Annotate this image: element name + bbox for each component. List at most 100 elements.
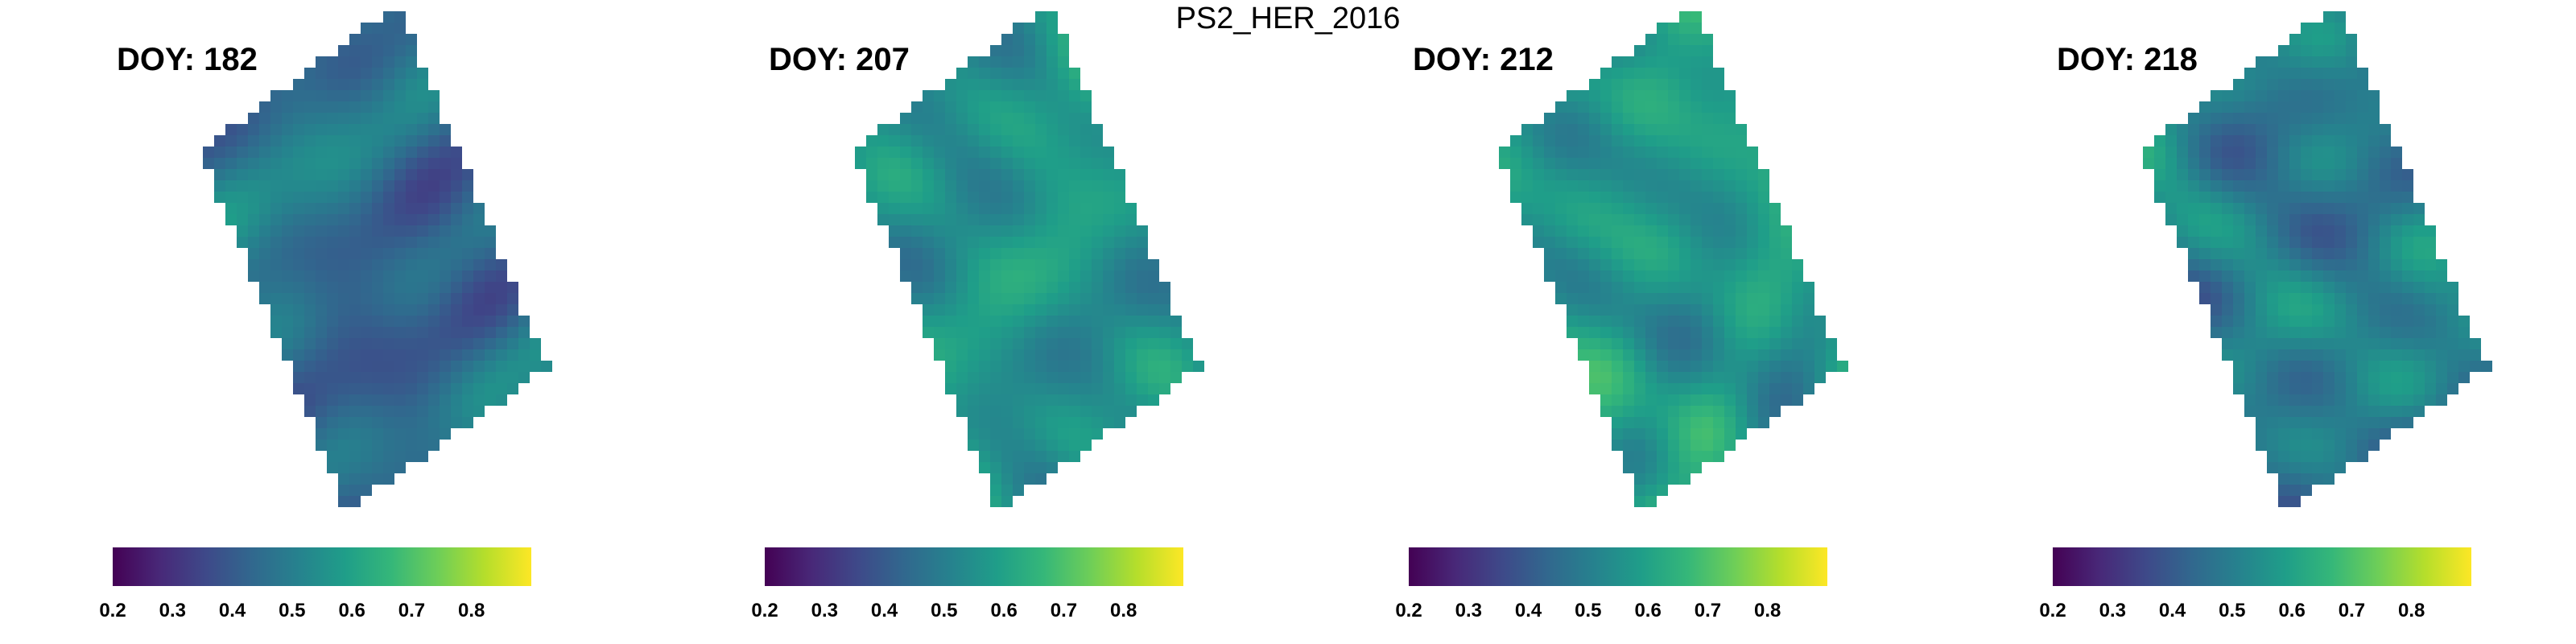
- heatmap-cell: [2289, 180, 2301, 192]
- heatmap-cell: [440, 169, 451, 180]
- heatmap-cell: [2278, 192, 2289, 203]
- heatmap-cell: [1024, 259, 1035, 270]
- heatmap-cell: [406, 259, 417, 270]
- heatmap-cell: [1645, 34, 1657, 45]
- heatmap-cell: [327, 270, 338, 282]
- heatmap-cell: [1600, 237, 1612, 248]
- heatmap-cell: [293, 349, 304, 361]
- heatmap-cell: [1013, 56, 1024, 68]
- heatmap-cell: [440, 349, 451, 361]
- heatmap-cell: [934, 113, 945, 124]
- heatmap-cell: [1713, 361, 1724, 372]
- heatmap-cell: [440, 270, 451, 282]
- heatmap-cell: [1803, 349, 1814, 361]
- heatmap-cell: [1634, 406, 1645, 417]
- heatmap-cell: [1103, 383, 1114, 394]
- heatmap-cell: [2402, 327, 2413, 338]
- heatmap-cell: [372, 79, 383, 90]
- heatmap-cell: [282, 169, 293, 180]
- heatmap-cell: [1781, 327, 1792, 338]
- heatmap-cell: [361, 428, 372, 440]
- heatmap-cell: [979, 68, 990, 79]
- heatmap-cell: [1069, 135, 1080, 147]
- heatmap-cell: [1724, 349, 1736, 361]
- heatmap-cell: [1069, 68, 1080, 79]
- heatmap-cell: [259, 101, 270, 113]
- heatmap-cell: [2222, 124, 2233, 135]
- heatmap-cell: [327, 417, 338, 428]
- heatmap-cell: [968, 225, 979, 237]
- heatmap-cell: [316, 327, 327, 338]
- heatmap-cell: [1803, 372, 1814, 383]
- heatmap-cell: [2165, 147, 2177, 158]
- heatmap-cell: [1035, 440, 1046, 451]
- heatmap-cell: [1103, 327, 1114, 338]
- heatmap-cell: [1657, 293, 1668, 304]
- heatmap-cell: [2233, 270, 2244, 282]
- heatmap-cell: [1024, 270, 1035, 282]
- heatmap-cell: [2380, 192, 2391, 203]
- heatmap-cell: [1600, 361, 1612, 372]
- heatmap-cell: [1657, 462, 1668, 473]
- heatmap-cell: [911, 147, 923, 158]
- heatmap-cell: [1092, 338, 1103, 349]
- heatmap-cell: [1758, 169, 1769, 180]
- heatmap-cell: [2323, 113, 2334, 124]
- heatmap-cell: [1668, 394, 1679, 406]
- heatmap-cell: [1702, 113, 1713, 124]
- heatmap-cell: [1668, 135, 1679, 147]
- heatmap-cell: [338, 316, 349, 327]
- heatmap-cell: [2211, 270, 2222, 282]
- heatmap-cell: [900, 203, 911, 214]
- heatmap-cell: [2380, 124, 2391, 135]
- heatmap-cell: [1092, 203, 1103, 214]
- heatmap-cell: [1612, 158, 1623, 169]
- heatmap-cell: [2368, 270, 2380, 282]
- heatmap-cell: [1159, 383, 1170, 394]
- heatmap-cell: [1679, 248, 1690, 259]
- heatmap-cell: [1589, 113, 1600, 124]
- heatmap-cell: [945, 135, 956, 147]
- heatmap-cell: [394, 417, 406, 428]
- heatmap-cell: [1612, 394, 1623, 406]
- heatmap-cell: [1657, 282, 1668, 293]
- heatmap-cell: [1589, 158, 1600, 169]
- heatmap-cell: [316, 440, 327, 451]
- heatmap-cell: [1612, 440, 1623, 451]
- heatmap-cell: [282, 147, 293, 158]
- heatmap-cell: [293, 237, 304, 248]
- heatmap-cell: [270, 158, 282, 169]
- heatmap-cell: [1792, 394, 1803, 406]
- heatmap-cell: [2278, 203, 2289, 214]
- heatmap-cell: [462, 304, 473, 316]
- heatmap-cell: [1668, 316, 1679, 327]
- heatmap-cell: [485, 237, 496, 248]
- heatmap-cell: [349, 56, 361, 68]
- heatmap-cell: [1092, 316, 1103, 327]
- heatmap-cell: [1702, 440, 1713, 451]
- heatmap-cell: [1589, 316, 1600, 327]
- heatmap-cell: [2244, 169, 2256, 180]
- heatmap-cell: [1668, 113, 1679, 124]
- heatmap-cell: [2357, 248, 2368, 259]
- heatmap-cell: [1046, 180, 1058, 192]
- heatmap-cell: [225, 124, 237, 135]
- heatmap-cell: [900, 225, 911, 237]
- heatmap-cell: [1679, 428, 1690, 440]
- heatmap-cell: [1103, 169, 1114, 180]
- heatmap-cell: [2233, 90, 2244, 101]
- heatmap-cell: [1125, 270, 1137, 282]
- heatmap-cell: [1114, 338, 1125, 349]
- heatmap-cell: [327, 293, 338, 304]
- heatmap-cell: [990, 192, 1001, 203]
- heatmap-cell: [372, 192, 383, 203]
- heatmap-cell: [1001, 440, 1013, 451]
- heatmap-cell: [2267, 237, 2278, 248]
- heatmap-cell: [990, 45, 1001, 56]
- heatmap-cell: [338, 293, 349, 304]
- heatmap-cell: [1013, 270, 1024, 282]
- heatmap-cell: [1600, 304, 1612, 316]
- heatmap-cell: [1758, 248, 1769, 259]
- heatmap-cell: [1001, 259, 1013, 270]
- colorbar-tick-label: 0.3: [159, 600, 186, 621]
